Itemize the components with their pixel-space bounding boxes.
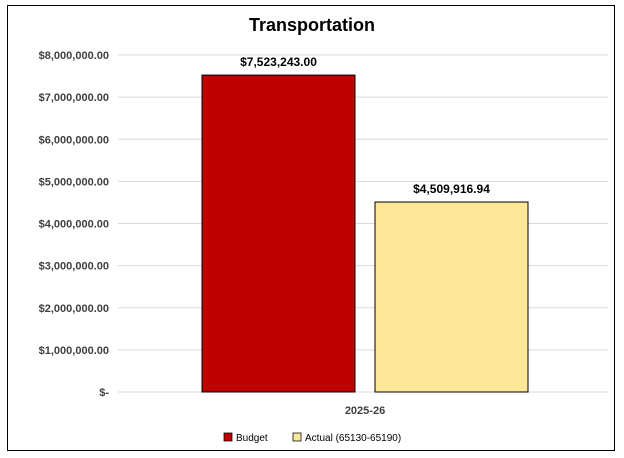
data-label: $7,523,243.00	[240, 55, 317, 69]
x-category-label: 2025-26	[345, 405, 385, 417]
chart-title: Transportation	[249, 15, 375, 35]
bar-budget	[201, 74, 356, 393]
y-tick-label: $2,000,000.00	[39, 303, 109, 315]
y-tick-label: $3,000,000.00	[39, 261, 109, 273]
y-tick-label: $4,000,000.00	[39, 219, 109, 231]
legend-swatch	[223, 432, 233, 442]
y-axis-ticks: $- $1,000,000.00 $2,000,000.00 $3,000,000.0…	[39, 50, 110, 399]
y-tick-label: $1,000,000.00	[39, 345, 109, 357]
y-tick-label: $8,000,000.00	[39, 50, 109, 62]
legend-label: Budget	[236, 433, 268, 444]
x-axis-categories: 2025-26	[345, 405, 385, 417]
y-tick-label: $7,000,000.00	[39, 92, 109, 104]
bars: $7,523,243.00 $4,509,916.94	[201, 55, 529, 393]
legend: Budget Actual (65130-65190)	[223, 432, 401, 444]
chart-frame: Transportation $- $1,000,000.00 $2,000,000…	[7, 5, 615, 451]
y-tick-label: $6,000,000.00	[39, 134, 109, 146]
bar-actual	[374, 201, 529, 393]
legend-swatch	[292, 432, 302, 442]
gridlines	[118, 54, 608, 393]
y-tick-label: $-	[99, 387, 109, 399]
legend-label: Actual (65130-65190)	[305, 433, 401, 444]
y-tick-label: $5,000,000.00	[39, 176, 109, 188]
chart-svg: Transportation $- $1,000,000.00 $2,000,000…	[39, 15, 608, 444]
data-label: $4,509,916.94	[413, 182, 490, 196]
